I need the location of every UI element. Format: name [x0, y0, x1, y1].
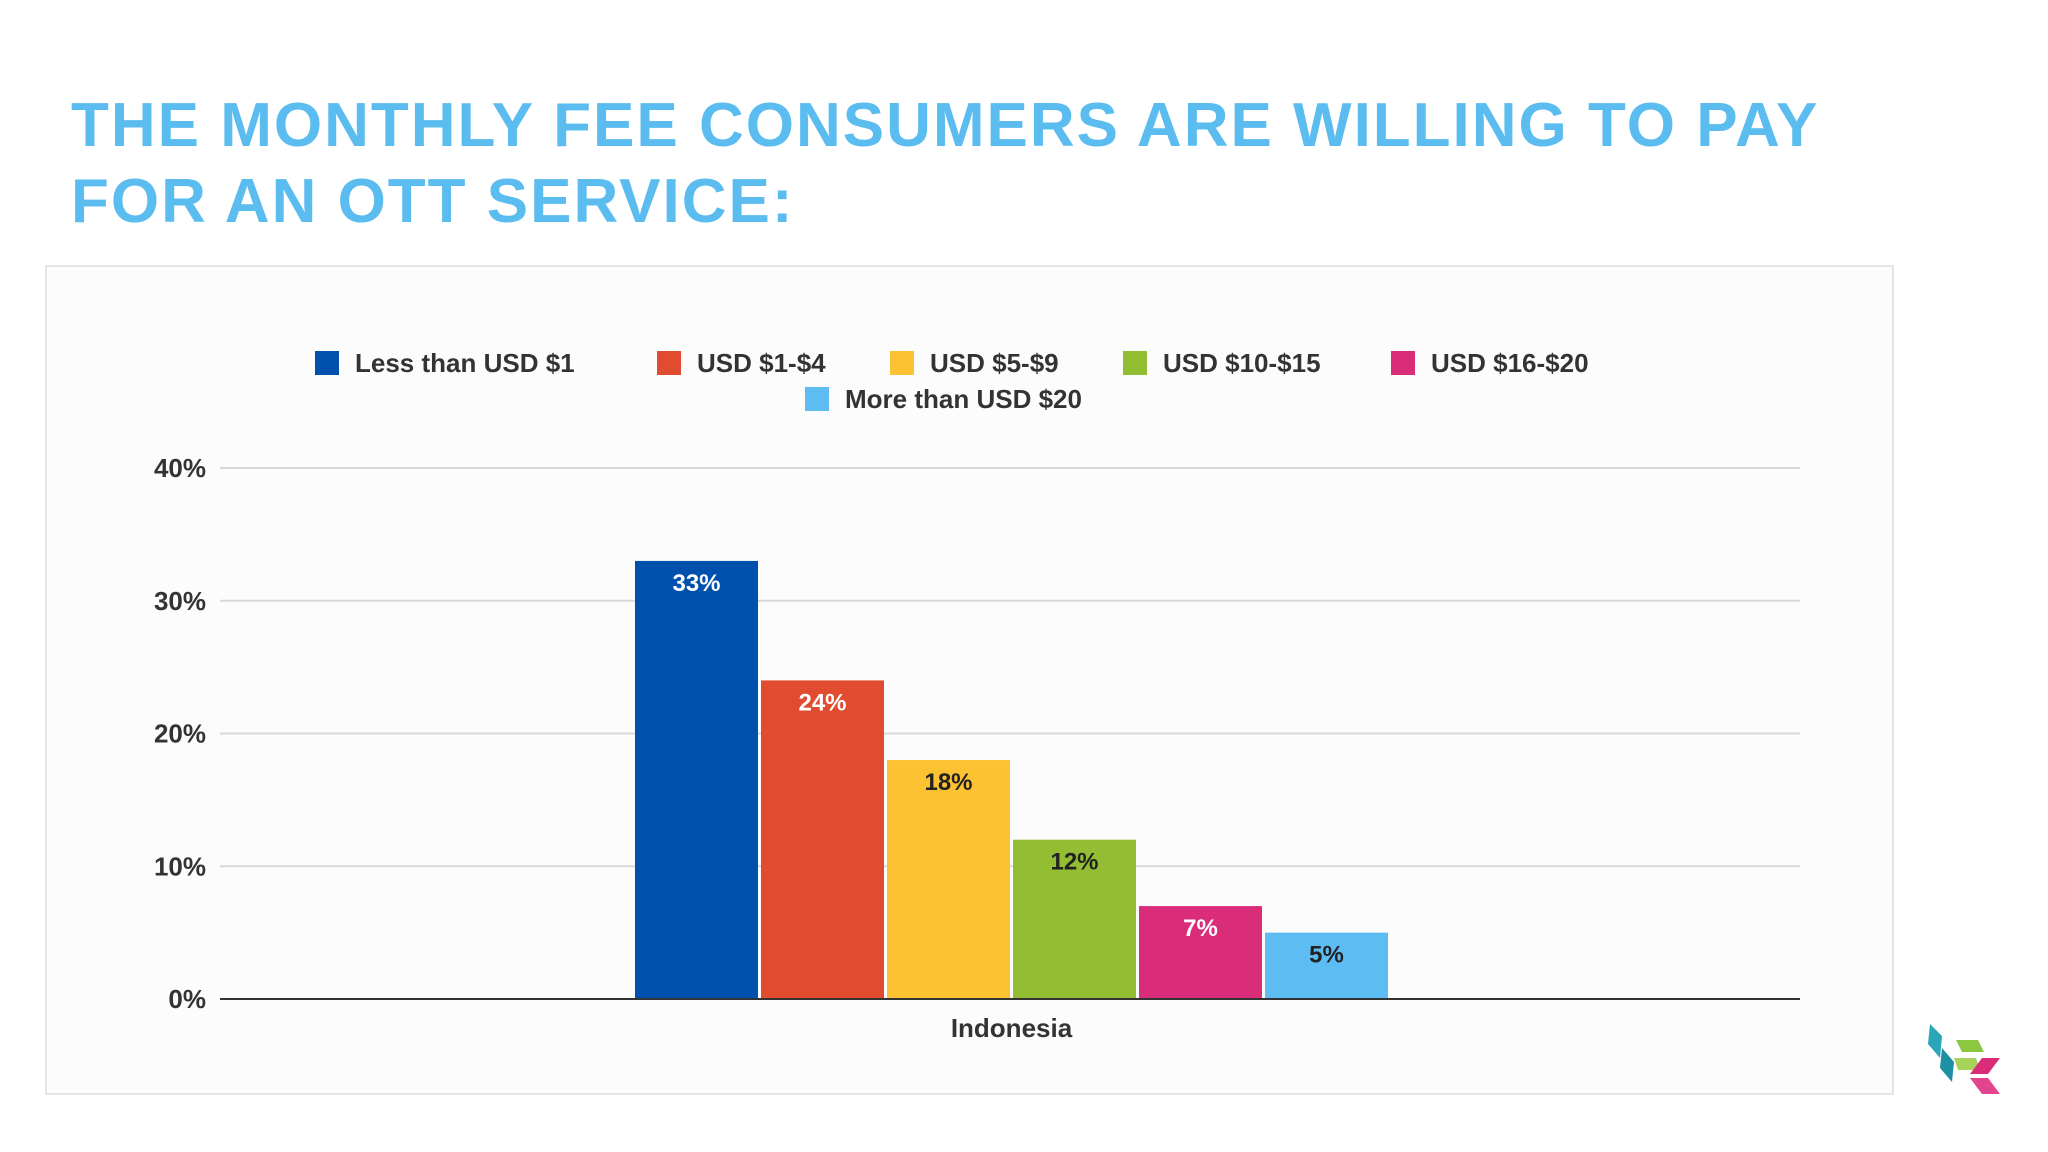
y-tick-label: 10%: [154, 851, 206, 881]
legend-label: USD $16-$20: [1431, 348, 1589, 378]
bar-data-label: 5%: [1309, 942, 1344, 969]
legend-swatch: [657, 351, 681, 375]
logo-green-face-2: [1954, 1058, 1980, 1070]
logo-pink-face: [1970, 1058, 2000, 1074]
legend-item: More than USD $20: [805, 384, 1082, 414]
chart-bars: [635, 560, 1388, 999]
bar-1: [635, 560, 758, 999]
legend-item: USD $10-$15: [1123, 348, 1321, 378]
y-tick-label: 30%: [154, 586, 206, 616]
bar-6: [1265, 932, 1388, 999]
legend-label: USD $1-$4: [697, 348, 826, 378]
y-tick-label: 40%: [154, 453, 206, 483]
legend-label: USD $5-$9: [930, 348, 1059, 378]
y-tick-label: 0%: [168, 984, 206, 1014]
x-category-label: Indonesia: [951, 1013, 1073, 1043]
legend-item: Less than USD $1: [315, 348, 575, 378]
legend-item: USD $16-$20: [1391, 348, 1589, 378]
logo-green-face: [1956, 1040, 1984, 1052]
x-axis: Indonesia: [220, 998, 1800, 1043]
bar-data-labels: 33% 24% 18% 12% 7% 5%: [672, 570, 1343, 969]
bar-2: [761, 680, 884, 999]
bar-data-label: 18%: [924, 769, 972, 796]
legend-label: Less than USD $1: [355, 348, 575, 378]
legend-swatch: [805, 387, 829, 411]
legend-swatch: [1391, 351, 1415, 375]
slide-title: THE MONTHLY FEE CONSUMERS ARE WILLING TO…: [71, 91, 1819, 236]
bar-4: [1013, 839, 1136, 999]
legend-label: More than USD $20: [845, 384, 1082, 414]
logo-teal-face: [1928, 1024, 1942, 1058]
cube-logo-icon: [1928, 1024, 2000, 1094]
chart-legend: Less than USD $1 USD $1-$4 USD $5-$9 USD $1…: [315, 348, 1589, 414]
legend-label: USD $10-$15: [1163, 348, 1321, 378]
y-tick-label: 20%: [154, 719, 206, 749]
bar-data-label: 12%: [1050, 849, 1098, 876]
legend-item: USD $1-$4: [657, 348, 826, 378]
y-axis-ticks: 0% 10% 20% 30% 40%: [154, 453, 206, 1014]
bar-data-label: 7%: [1183, 915, 1218, 942]
logo-pink-face-2: [1970, 1078, 2000, 1094]
bar-5: [1139, 906, 1262, 999]
legend-item: USD $5-$9: [890, 348, 1059, 378]
bar-3: [887, 760, 1010, 999]
legend-swatch: [1123, 351, 1147, 375]
bar-data-label: 33%: [672, 570, 720, 597]
bar-chart: Less than USD $1 USD $1-$4 USD $5-$9 USD $1…: [154, 348, 1800, 1043]
logo-teal-face-2: [1940, 1048, 1954, 1082]
bar-data-label: 24%: [798, 689, 846, 716]
legend-swatch: [890, 351, 914, 375]
legend-swatch: [315, 351, 339, 375]
